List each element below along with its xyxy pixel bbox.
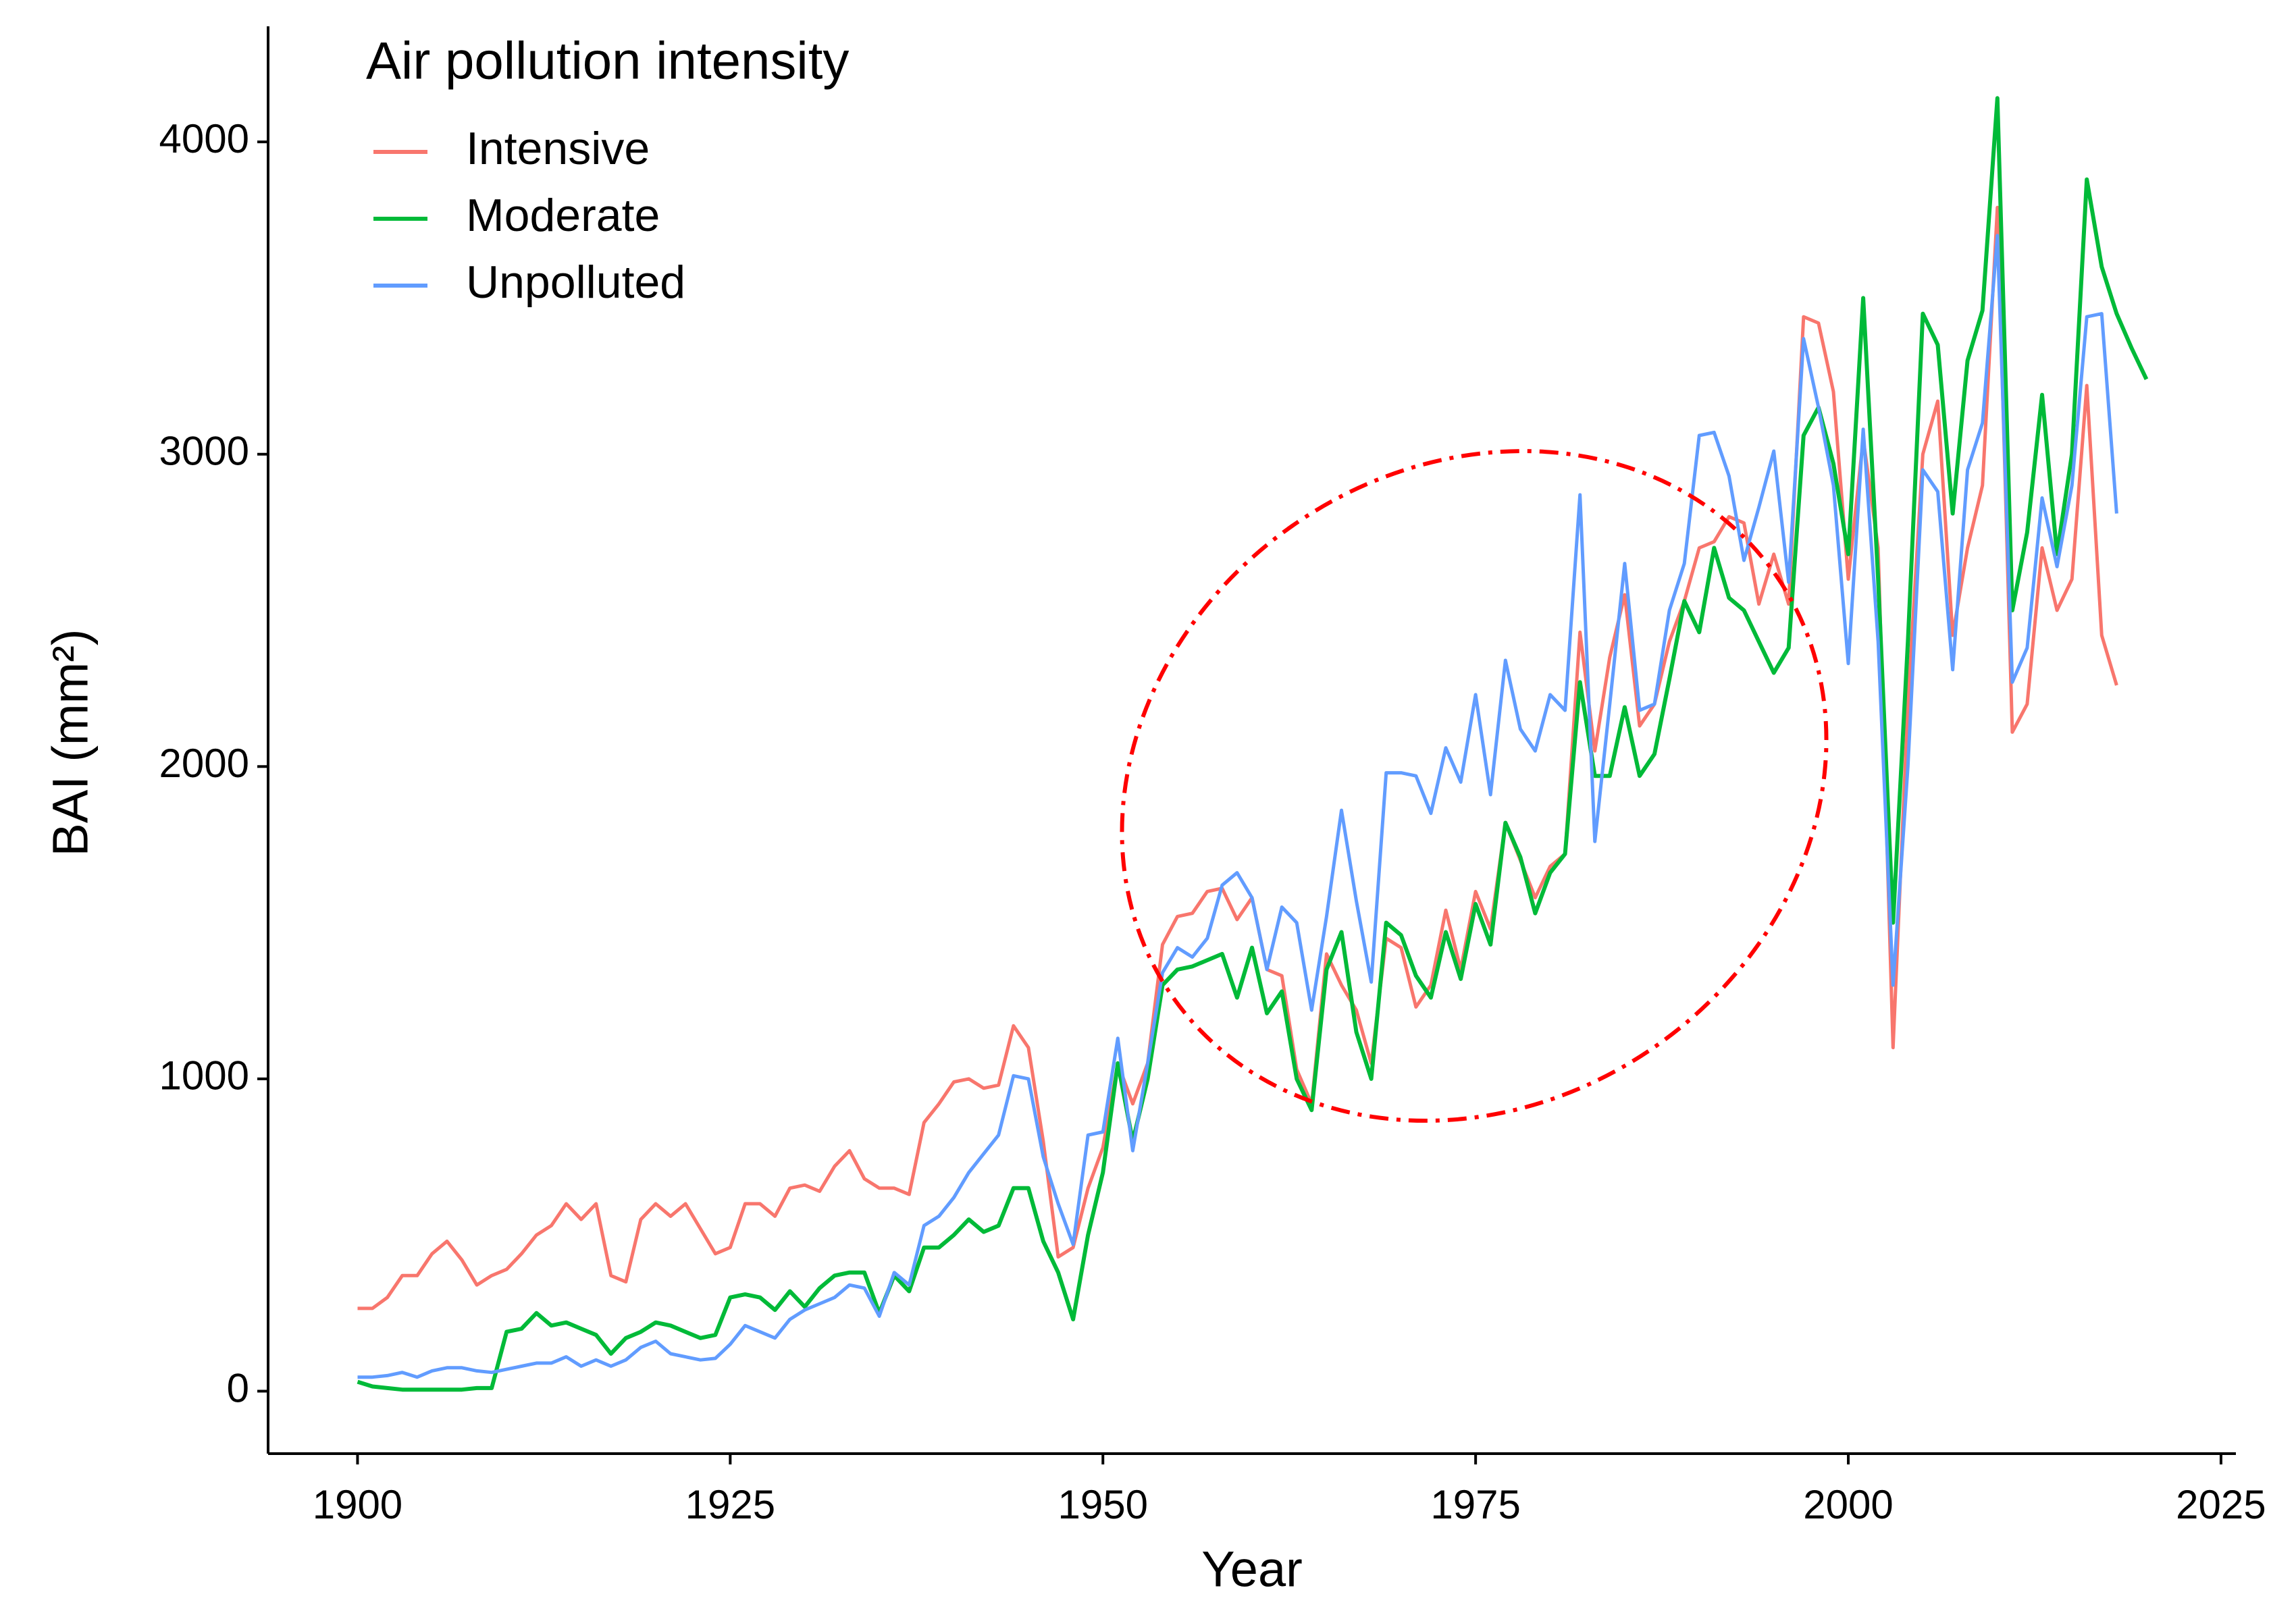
y-tick-label: 3000 [159,429,249,474]
plot-area [357,96,2149,1392]
x-tick-label: 1925 [685,1482,775,1527]
series-line [357,234,2118,1379]
legend-title: Air pollution intensity [366,31,849,90]
x-tick-label: 2000 [1803,1482,1893,1527]
x-tick-label: 2025 [2176,1482,2266,1527]
y-tick-label: 0 [227,1365,249,1410]
y-tick-label: 2000 [159,741,249,786]
x-tick-label: 1975 [1430,1482,1520,1527]
legend-label: Intensive [466,123,650,174]
series-line [357,96,2149,1392]
y-tick-label: 4000 [159,116,249,161]
series-line [357,205,2118,1310]
x-axis-title: Year [1201,1541,1303,1597]
y-axis-title: BAI (mm²) [43,629,99,856]
legend-label: Unpolluted [466,257,685,308]
highlight-ellipse [1120,449,1829,1123]
legend-label: Moderate [466,190,660,241]
x-tick-label: 1950 [1058,1482,1148,1527]
x-tick-label: 1900 [313,1482,402,1527]
y-tick-label: 1000 [159,1053,249,1098]
